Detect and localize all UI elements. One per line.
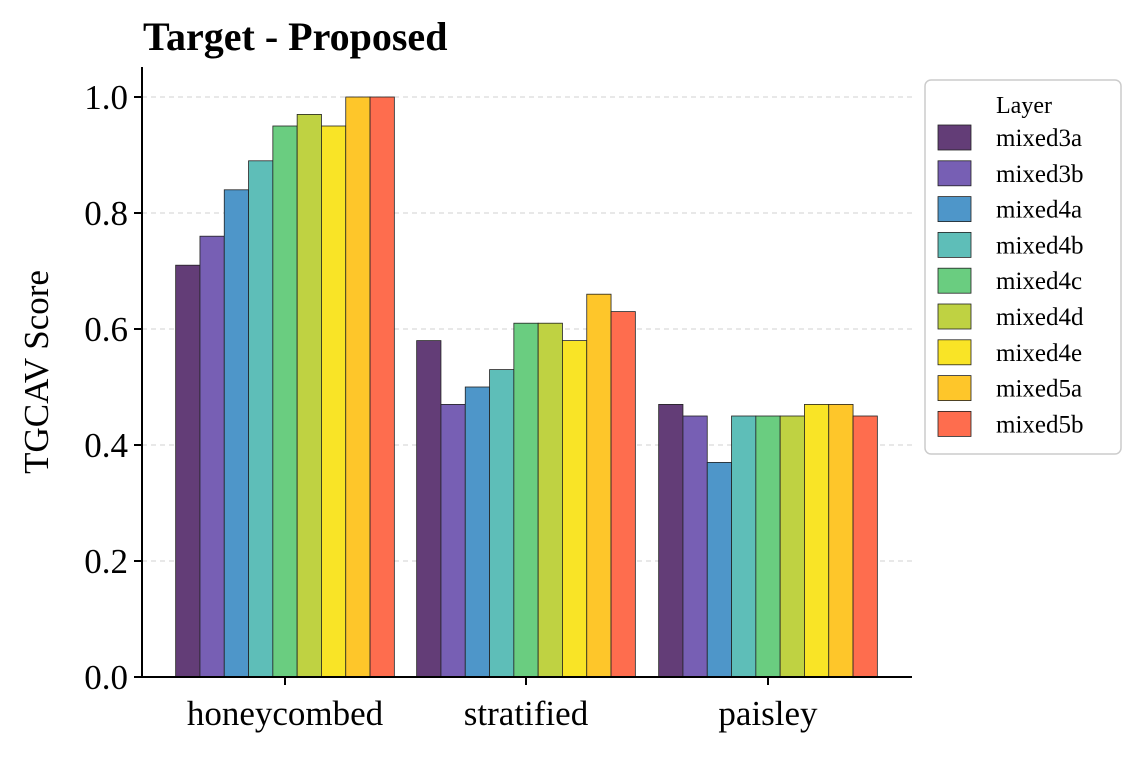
bar-mixed5a-paisley[interactable] [828,403,854,678]
y-tick-label: 1.0 [84,78,128,117]
y-axis-label: TGCAV Score [17,270,56,474]
bar-mixed4b-honeycombed[interactable] [248,160,274,678]
legend-item-mixed4a[interactable]: mixed4a [937,196,1082,224]
bar-mixed5b-stratified[interactable] [610,311,636,678]
legend-items: mixed3a mixed3b mixed4a mixed4b mixed4c mixed… [937,124,1084,438]
legend-item-mixed5b[interactable]: mixed5b [937,410,1084,438]
legend-item-mixed4d[interactable]: mixed4d [937,303,1084,331]
legend-swatch [937,375,972,402]
bar-mixed5a-honeycombed[interactable] [345,96,371,678]
y-tick-label: 0.0 [84,658,128,697]
bar-mixed5b-paisley[interactable] [852,415,878,678]
legend-swatch [937,267,972,294]
legend-label: mixed3b [996,161,1084,188]
legend-label: mixed4e [996,340,1082,367]
y-tick-label: 0.8 [84,194,128,233]
x-tick-label-honeycombed: honeycombed [187,694,384,733]
legend-item-mixed3a[interactable]: mixed3a [937,124,1082,152]
legend-item-mixed3b[interactable]: mixed3b [937,160,1084,188]
bar-mixed4a-stratified[interactable] [464,386,490,678]
legend-label: mixed4d [996,304,1084,331]
y-tick-label: 0.6 [84,310,128,349]
legend-label: mixed4c [996,268,1082,295]
legend-item-mixed4c[interactable]: mixed4c [937,267,1082,295]
bar-mixed3b-paisley[interactable] [682,415,708,678]
bar-mixed4d-paisley[interactable] [779,415,805,678]
bar-mixed5a-stratified[interactable] [586,293,612,678]
bar-mixed4c-stratified[interactable] [513,322,539,678]
legend-swatch [937,339,972,366]
legend-title: Layer [996,93,1052,119]
bar-mixed4a-paisley[interactable] [706,461,732,678]
legend-label: mixed5a [996,376,1082,403]
bars [175,96,878,678]
legend-item-mixed5a[interactable]: mixed5a [937,375,1082,403]
bar-mixed3b-honeycombed[interactable] [199,235,225,678]
legend-label: mixed4b [996,232,1084,259]
bar-mixed4c-paisley[interactable] [755,415,781,678]
bar-mixed4c-honeycombed[interactable] [272,125,298,678]
bar-mixed4b-paisley[interactable] [731,415,757,678]
bar-mixed4b-stratified[interactable] [489,369,515,678]
bar-mixed4d-honeycombed[interactable] [296,114,322,678]
bar-mixed4a-honeycombed[interactable] [223,189,249,678]
bar-mixed4d-stratified[interactable] [537,322,563,678]
bar-mixed3a-paisley[interactable] [658,403,684,678]
legend-item-mixed4e[interactable]: mixed4e [937,339,1082,367]
legend-swatch [937,124,972,151]
y-tick-label: 0.2 [84,542,128,581]
legend-label: mixed3a [996,125,1082,152]
bar-mixed4e-stratified[interactable] [562,340,588,678]
legend-swatch [937,231,972,258]
chart-title: Target - Proposed [143,14,447,59]
legend-label: mixed4a [996,197,1082,224]
legend-swatch [937,196,972,223]
legend[interactable]: Layer mixed3a mixed3b mixed4a mixed4b mixed4… [924,79,1122,455]
legend-box [924,79,1122,455]
bar-mixed4e-honeycombed[interactable] [321,125,347,678]
bar-mixed5b-honeycombed[interactable] [369,96,395,678]
bar-mixed4e-paisley[interactable] [804,403,830,678]
legend-swatch [937,303,972,330]
bar-mixed3b-stratified[interactable] [440,403,466,678]
bar-mixed3a-honeycombed[interactable] [175,264,201,678]
legend-label: mixed5b [996,411,1084,438]
legend-swatch [937,160,972,187]
y-ticks: 0.0 0.2 0.4 0.6 0.8 1.0 [84,78,142,697]
x-tick-label-paisley: paisley [718,694,818,733]
legend-swatch [937,410,972,437]
x-tick-label-stratified: stratified [464,694,589,733]
bar-mixed3a-stratified[interactable] [416,340,442,678]
legend-item-mixed4b[interactable]: mixed4b [937,231,1084,259]
y-tick-label: 0.4 [84,426,128,465]
x-ticks: honeycombed stratified paisley [187,677,818,733]
